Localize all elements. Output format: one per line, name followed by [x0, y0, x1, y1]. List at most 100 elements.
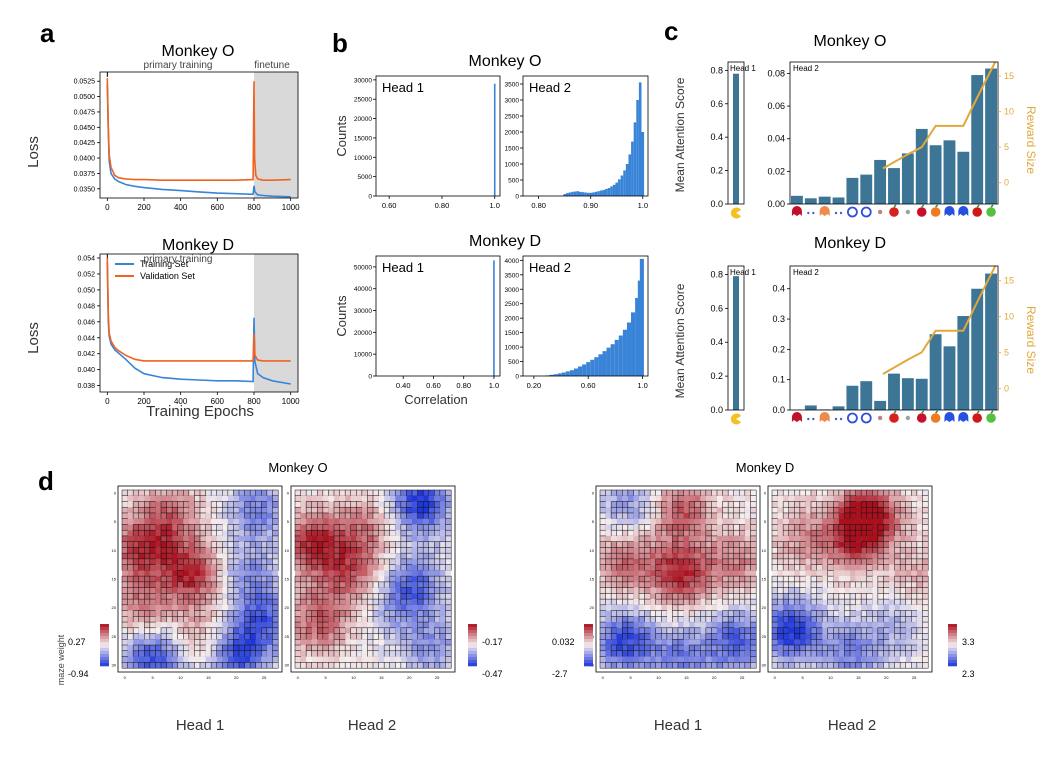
maze-wall-cell — [816, 616, 823, 623]
maze-wall-cell — [233, 552, 240, 560]
maze-wall-cell — [860, 593, 868, 600]
maze-wall-cell — [300, 541, 307, 548]
maze-path-cell — [339, 622, 346, 629]
maze-path-cell — [350, 656, 357, 663]
maze-wall-cell — [883, 639, 890, 646]
maze-wall-cell — [227, 564, 234, 571]
maze-wall-cell — [406, 529, 413, 537]
hist-bar — [623, 170, 626, 196]
maze-path-cell — [916, 616, 923, 623]
panel-a-letter: a — [40, 18, 55, 48]
maze-path-cell — [161, 656, 167, 663]
maze-wall-cell — [866, 512, 873, 520]
maze-path-cell — [633, 541, 640, 548]
maze-path-cell — [339, 518, 346, 525]
maze-path-cell — [395, 593, 402, 600]
maze-wall-cell — [177, 564, 184, 571]
maze-path-cell — [661, 518, 668, 525]
maze-wall-cell — [171, 650, 179, 657]
maze-path-cell — [739, 570, 746, 577]
panel-d-d-head2-label: Head 2 — [828, 717, 876, 734]
maze-wall-cell — [300, 547, 307, 554]
maze-wall-cell — [177, 558, 184, 566]
maze-wall-cell — [661, 541, 668, 548]
maze-path-cell — [689, 518, 695, 525]
colorbar-segment — [584, 627, 593, 631]
maze-wall-cell — [672, 489, 679, 497]
maze-wall-cell — [244, 501, 251, 508]
maze-path-cell — [211, 495, 217, 502]
maze-wall-cell — [750, 621, 757, 629]
maze-wall-cell — [627, 662, 634, 669]
maze-wall-cell — [922, 604, 929, 612]
hist-bar — [586, 192, 590, 196]
y-tick-label: 0.00 — [767, 199, 785, 209]
maze-path-cell — [627, 656, 634, 663]
maze-wall-cell — [445, 621, 452, 629]
maze-wall-cell — [922, 518, 929, 525]
maze-path-cell — [300, 610, 307, 617]
maze-wall-cell — [883, 547, 890, 554]
x-tick-label: 0 — [297, 675, 300, 680]
maze-path-cell — [622, 518, 629, 525]
maze-wall-cell — [894, 558, 901, 566]
maze-wall-cell — [383, 627, 391, 634]
maze-wall-cell — [372, 644, 380, 652]
maze-path-cell — [367, 553, 374, 560]
maze-wall-cell — [445, 633, 452, 640]
maze-path-cell — [739, 604, 746, 611]
maze-wall-cell — [216, 575, 223, 583]
maze-wall-cell — [121, 621, 129, 629]
maze-path-cell — [905, 518, 912, 525]
maze-wall-cell — [244, 598, 251, 606]
maze-wall-cell — [788, 662, 795, 669]
maze-wall-cell — [300, 489, 307, 497]
maze-path-cell — [661, 564, 668, 571]
maze-wall-cell — [317, 524, 324, 531]
maze-wall-cell — [688, 558, 696, 566]
maze-wall-cell — [677, 598, 685, 606]
maze-wall-cell — [428, 662, 435, 669]
maze-path-cell — [350, 587, 357, 594]
maze-path-cell — [244, 495, 251, 502]
maze-wall-cell — [210, 547, 218, 554]
maze-wall-cell — [883, 529, 890, 537]
maze-wall-cell — [810, 644, 818, 652]
maze-wall-cell — [655, 512, 662, 520]
maze-wall-cell — [160, 558, 168, 566]
maze-wall-cell — [805, 650, 812, 657]
maze-wall-cell — [194, 581, 201, 589]
maze-path-cell — [423, 570, 429, 577]
maze-wall-cell — [149, 552, 156, 560]
maze-path-cell — [799, 639, 806, 646]
maze-wall-cell — [383, 610, 391, 617]
maze-path-cell — [172, 524, 178, 531]
maze-wall-cell — [810, 512, 818, 520]
maze-path-cell — [722, 570, 729, 577]
maze-wall-cell — [305, 529, 313, 537]
x-tick-label: 0 — [105, 203, 110, 212]
maze-path-cell — [211, 622, 217, 629]
maze-wall-cell — [255, 524, 262, 531]
y2-tick-label: 10 — [1004, 311, 1014, 321]
maze-path-cell — [361, 512, 368, 519]
maze-wall-cell — [733, 489, 740, 497]
maze-path-cell — [850, 518, 856, 525]
maze-wall-cell — [750, 518, 757, 525]
maze-wall-cell — [294, 650, 302, 657]
maze-wall-cell — [149, 610, 156, 617]
maze-wall-cell — [677, 535, 685, 543]
maze-wall-cell — [322, 575, 329, 583]
maze-wall-cell — [722, 558, 729, 566]
maze-wall-cell — [350, 633, 357, 640]
maze-path-cell — [811, 518, 817, 525]
maze-path-cell — [211, 639, 217, 646]
maze-wall-cell — [788, 616, 795, 623]
maze-path-cell — [428, 570, 435, 577]
maze-wall-cell — [177, 627, 184, 634]
maze-wall-cell — [866, 662, 873, 669]
maze-path-cell — [183, 576, 190, 583]
maze-wall-cell — [872, 489, 879, 497]
maze-path-cell — [345, 518, 351, 525]
maze-wall-cell — [638, 512, 646, 520]
